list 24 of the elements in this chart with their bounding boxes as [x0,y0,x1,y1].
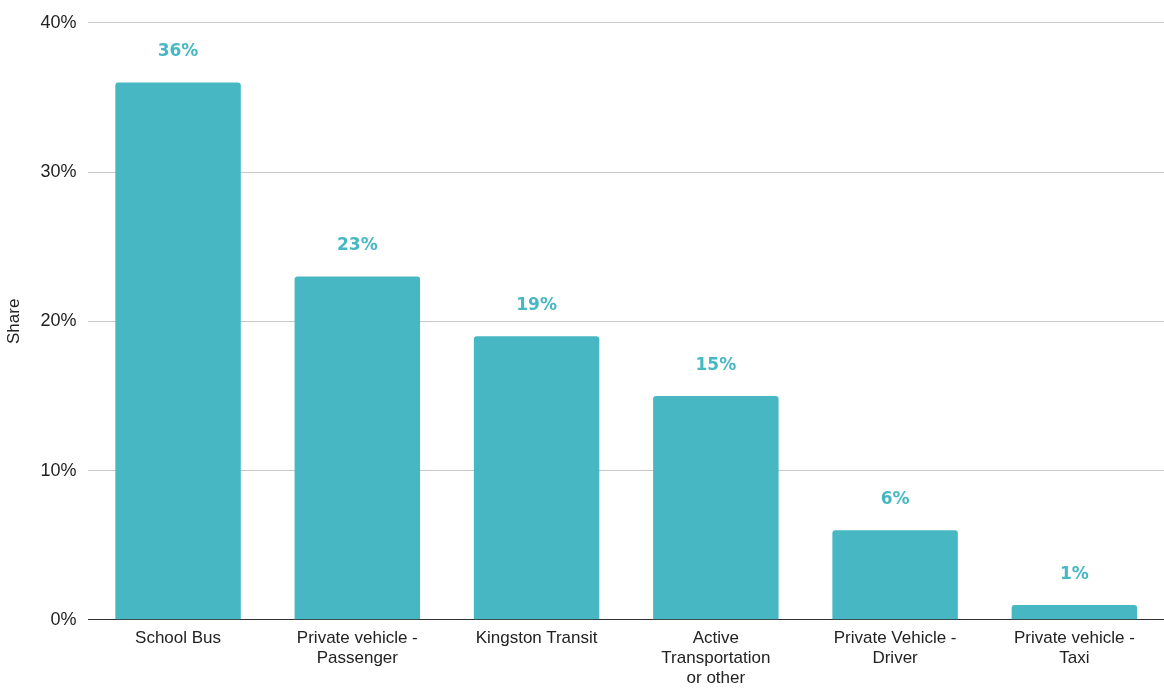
data-label: 36% [157,40,199,61]
y-tick-label: 10% [40,459,77,480]
bar [653,395,779,620]
data-label: 1% [1059,562,1089,583]
y-axis-title: Share [3,298,23,344]
x-tick-label: Private vehicle - Taxi [1013,627,1135,668]
x-tick-label: Active Transportation or other [661,627,771,688]
y-tick-label: 20% [40,310,77,331]
y-tick-label: 0% [50,608,77,629]
bar [1011,604,1138,620]
data-label: 6% [880,488,910,509]
bar [832,530,958,620]
bar [294,276,421,620]
bar [473,336,600,620]
x-tick-label: Private Vehicle - Driver [833,627,957,668]
data-label: 19% [516,294,557,315]
x-tick-label: Private vehicle - Passenger [296,627,418,668]
bar [115,82,241,620]
x-tick-label: Kingston Transit [475,627,598,647]
x-tick-label: School Bus [135,627,222,647]
y-tick-label: 40% [40,11,77,32]
data-label: 23% [336,234,378,255]
data-label: 15% [695,353,737,374]
y-tick-label: 30% [40,161,77,182]
